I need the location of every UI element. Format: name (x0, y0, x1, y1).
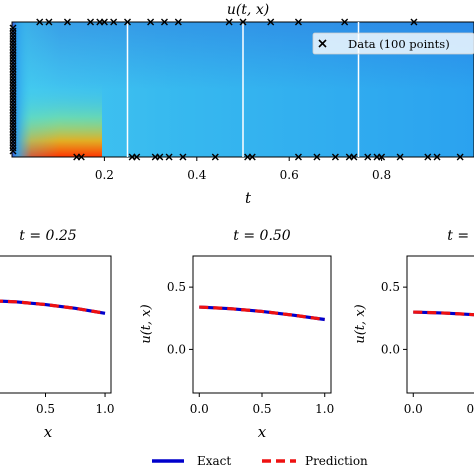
legend-exact-label: Exact (197, 454, 231, 468)
heatmap-legend-box (312, 32, 474, 55)
legend-prediction-label: Prediction (305, 454, 368, 468)
panel-t050: t = 0.50 0.0 0.5 1.0 0.0 0.5 x u(t, x) (139, 228, 334, 441)
data-point-marker (225, 18, 233, 26)
x-tick-label: 0.0 (404, 402, 423, 416)
x-tick-label: 0.5 (36, 402, 55, 416)
prediction-line (0, 299, 106, 315)
data-point-marker (239, 18, 247, 26)
y-tick-label: 0.0 (381, 342, 400, 356)
panel-title: t = 0.75 (447, 228, 474, 244)
data-point-marker (313, 153, 321, 161)
prediction-line (413, 310, 474, 317)
data-point-marker (294, 153, 302, 161)
prediction-line (199, 305, 325, 322)
data-point-marker (156, 153, 164, 161)
x-tick-label: 1.0 (95, 402, 114, 416)
data-point-marker (433, 153, 441, 161)
data-point-marker (174, 18, 182, 26)
heatmap-legend-label: Data (100 points) (348, 37, 450, 51)
panel-frame (192, 255, 332, 394)
y-tick-label: 0.5 (167, 280, 186, 294)
data-point-marker (341, 18, 349, 26)
x-tick-label: 0.8 (372, 168, 391, 182)
heatmap-left-edge (12, 22, 172, 157)
panel-xlabel: x (258, 423, 267, 441)
panel-ylabel: u(t, x) (353, 304, 368, 343)
data-point-marker (350, 153, 358, 161)
y-tick-label: 0.5 (381, 280, 400, 294)
panel-t025: t = 0.25 0.5 1.0 x (0, 228, 115, 441)
data-point-marker (77, 153, 85, 161)
x-tick-label: 1.0 (315, 402, 334, 416)
panel-title: t = 0.50 (233, 228, 291, 244)
panel-frame (406, 255, 474, 394)
bottom-legend: Exact Prediction (152, 454, 368, 468)
data-point-marker (211, 153, 219, 161)
x-tick-label: 0.6 (280, 168, 299, 182)
data-point-marker (248, 153, 256, 161)
data-point-marker (424, 153, 432, 161)
heatmap-legend: Data (100 points) (312, 32, 474, 55)
heatmap-xlabel: t (245, 189, 252, 207)
panel-xlabel: x (44, 423, 53, 441)
data-point-marker (9, 147, 17, 155)
data-point-marker (87, 18, 95, 26)
data-point-marker (456, 153, 464, 161)
panel-title: t = 0.25 (19, 228, 77, 244)
x-tick-label: 0.4 (187, 168, 206, 182)
data-point-marker (165, 153, 173, 161)
data-point-marker (147, 18, 155, 26)
data-point-marker (36, 18, 44, 26)
data-point-marker (331, 153, 339, 161)
data-point-marker (45, 18, 53, 26)
x-tick-label: 0.5 (252, 402, 271, 416)
x-tick-label: 0.5 (466, 402, 474, 416)
panel-frame (0, 255, 112, 394)
panel-t075: t = 0.75 0.0 0.5 0.0 0.5 u(t, x) (353, 228, 474, 416)
data-point-marker (294, 18, 302, 26)
data-point-marker (133, 153, 141, 161)
legend-x-marker (318, 39, 327, 48)
data-point-marker (179, 153, 187, 161)
data-point-marker (396, 153, 404, 161)
data-point-marker (410, 18, 418, 26)
data-point-marker (124, 18, 131, 26)
heatmap-title: u(t, x) (227, 2, 269, 18)
y-tick-label: 0.0 (167, 342, 186, 356)
data-point-marker (160, 18, 168, 26)
data-point-marker (110, 18, 118, 26)
panel-ylabel: u(t, x) (139, 304, 154, 343)
data-point-marker (100, 18, 108, 26)
data-point-marker (267, 18, 275, 26)
x-tick-label: 0.2 (95, 168, 114, 182)
data-point-marker (63, 18, 71, 26)
x-tick-label: 0.0 (190, 402, 209, 416)
data-point-marker (364, 153, 372, 161)
